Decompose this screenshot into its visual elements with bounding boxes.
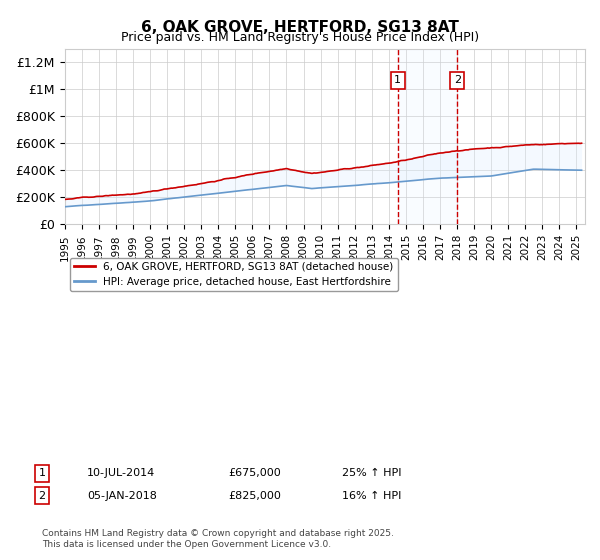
Bar <box>398 49 457 225</box>
Text: 6, OAK GROVE, HERTFORD, SG13 8AT: 6, OAK GROVE, HERTFORD, SG13 8AT <box>141 20 459 35</box>
Legend: 6, OAK GROVE, HERTFORD, SG13 8AT (detached house), HPI: Average price, detached : 6, OAK GROVE, HERTFORD, SG13 8AT (detach… <box>70 258 398 291</box>
Text: 16% ↑ HPI: 16% ↑ HPI <box>342 491 401 501</box>
Text: £825,000: £825,000 <box>228 491 281 501</box>
Text: 2: 2 <box>454 75 461 85</box>
Text: 05-JAN-2018: 05-JAN-2018 <box>87 491 157 501</box>
Text: 1: 1 <box>38 468 46 478</box>
Text: 25% ↑ HPI: 25% ↑ HPI <box>342 468 401 478</box>
Text: £675,000: £675,000 <box>228 468 281 478</box>
Text: Price paid vs. HM Land Registry's House Price Index (HPI): Price paid vs. HM Land Registry's House … <box>121 31 479 44</box>
Text: 10-JUL-2014: 10-JUL-2014 <box>87 468 155 478</box>
Text: 2: 2 <box>38 491 46 501</box>
Text: 1: 1 <box>394 75 401 85</box>
Text: Contains HM Land Registry data © Crown copyright and database right 2025.
This d: Contains HM Land Registry data © Crown c… <box>42 529 394 549</box>
